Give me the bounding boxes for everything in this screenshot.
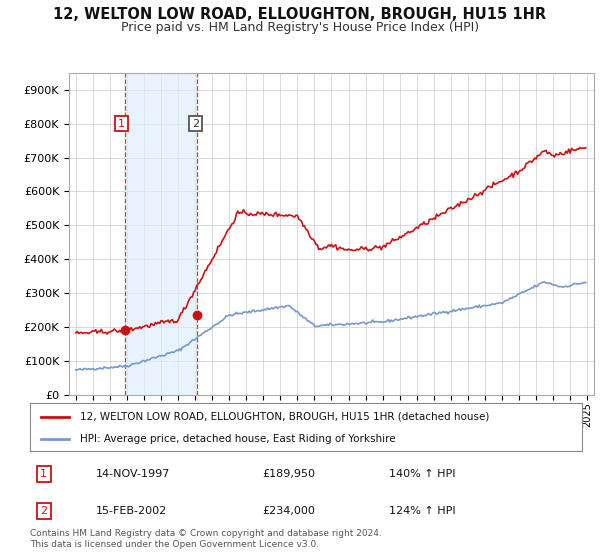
Text: 140% ↑ HPI: 140% ↑ HPI: [389, 469, 455, 479]
Text: 1: 1: [40, 469, 47, 479]
Text: HPI: Average price, detached house, East Riding of Yorkshire: HPI: Average price, detached house, East…: [80, 434, 395, 444]
Text: 1: 1: [118, 119, 125, 129]
Text: 124% ↑ HPI: 124% ↑ HPI: [389, 506, 455, 516]
Text: 15-FEB-2002: 15-FEB-2002: [96, 506, 167, 516]
Text: 12, WELTON LOW ROAD, ELLOUGHTON, BROUGH, HU15 1HR: 12, WELTON LOW ROAD, ELLOUGHTON, BROUGH,…: [53, 7, 547, 22]
Text: £234,000: £234,000: [262, 506, 315, 516]
Text: £189,950: £189,950: [262, 469, 315, 479]
Text: 2: 2: [40, 506, 47, 516]
Text: Contains HM Land Registry data © Crown copyright and database right 2024.
This d: Contains HM Land Registry data © Crown c…: [30, 529, 382, 549]
Bar: [125, 73, 197, 395]
Text: 14-NOV-1997: 14-NOV-1997: [96, 469, 170, 479]
Text: 12, WELTON LOW ROAD, ELLOUGHTON, BROUGH, HU15 1HR (detached house): 12, WELTON LOW ROAD, ELLOUGHTON, BROUGH,…: [80, 412, 489, 422]
Text: 2: 2: [192, 119, 199, 129]
Text: Price paid vs. HM Land Registry's House Price Index (HPI): Price paid vs. HM Land Registry's House …: [121, 21, 479, 34]
